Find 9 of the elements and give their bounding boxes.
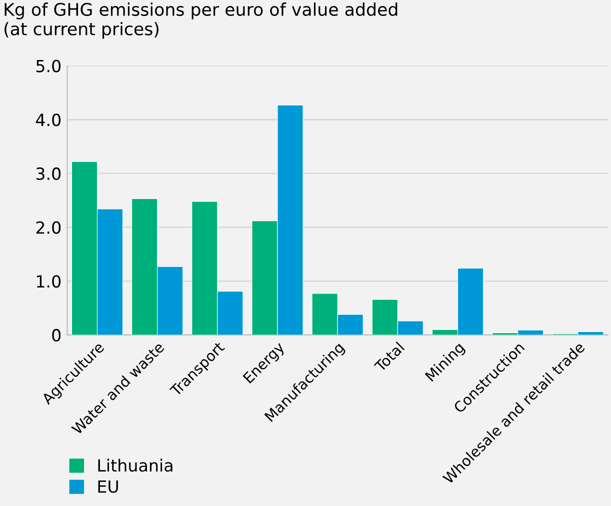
y-tick-label: 1.0 [36,275,61,288]
y-tick-label: 3.0 [36,167,61,180]
chart-title: Kg of GHG emissions per euro of value added (at current prices) [4,2,398,39]
y-tick-label: 2.0 [36,221,61,234]
y-tick-label: 5.0 [36,60,61,72]
legend-label: EU [98,480,118,493]
y-tick-label: 4.0 [36,114,61,126]
legend-label: Lithuania [98,458,172,472]
y-tick-label: 0 [52,328,61,342]
